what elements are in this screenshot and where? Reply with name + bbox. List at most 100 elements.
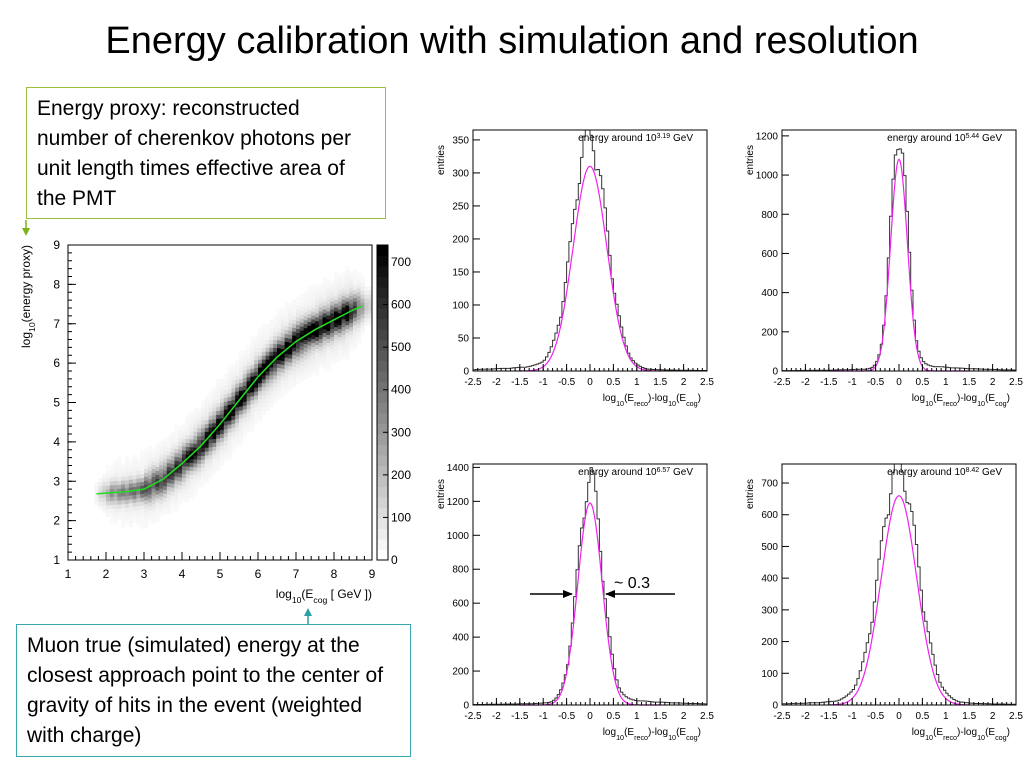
colorbar-band xyxy=(377,297,388,309)
bottom-callout-arrow xyxy=(304,608,312,616)
y-tick-label: 0 xyxy=(463,367,469,378)
x-tick-label: 2 xyxy=(681,711,687,722)
y-tick-label: 300 xyxy=(452,168,469,179)
x-tick-label: -1.5 xyxy=(820,711,838,722)
y-tick-label: 1000 xyxy=(756,171,779,182)
y-tick-label: 200 xyxy=(761,327,778,338)
x-tick-label: 2.5 xyxy=(700,377,714,388)
x-tick-label: 4 xyxy=(179,567,186,581)
colorbar-band xyxy=(377,507,388,519)
histogram-steps xyxy=(782,148,1016,372)
heatmap-y-label: log10(energy proxy) xyxy=(19,245,37,348)
colorbar-tick-label: 300 xyxy=(391,425,411,439)
colorbar-band xyxy=(377,339,388,351)
histogram-frame xyxy=(781,129,1017,372)
colorbar-band xyxy=(377,549,388,561)
x-tick-label: 0 xyxy=(587,711,593,722)
histogram-y-label: entries xyxy=(745,479,756,509)
y-tick-label: 100 xyxy=(452,300,469,311)
y-tick-label: 150 xyxy=(452,267,469,278)
histogram-title: energy around 106.57 GeV xyxy=(578,467,693,479)
x-tick-label: -0.5 xyxy=(867,711,885,722)
x-tick-label: -2 xyxy=(492,711,501,722)
gaussian-fit-curve xyxy=(519,165,661,372)
x-tick-label: 1.5 xyxy=(962,711,976,722)
true-energy-callout: Muon true (simulated) energy at the clos… xyxy=(16,624,411,757)
colorbar-tick-label: 200 xyxy=(391,468,411,482)
y-tick-label: 6 xyxy=(53,356,60,370)
y-tick-label: 350 xyxy=(452,135,469,146)
y-tick-label: 500 xyxy=(761,542,778,553)
y-tick-label: 800 xyxy=(761,210,778,221)
x-tick-label: -1.5 xyxy=(511,377,529,388)
y-tick-label: 200 xyxy=(452,234,469,245)
x-tick-label: -1 xyxy=(539,377,548,388)
colorbar-band xyxy=(377,402,388,414)
heatmap-cells xyxy=(94,265,372,530)
gaussian-fit-curve xyxy=(828,158,970,372)
histogram-x-label: log10(Ereco)-log10(Ecog) xyxy=(912,393,1010,408)
y-tick-label: 300 xyxy=(761,605,778,616)
y-tick-label: 400 xyxy=(452,633,469,644)
colorbar-band xyxy=(377,455,388,466)
colorbar-band xyxy=(377,308,388,319)
histogram-frame xyxy=(472,463,708,706)
histogram-y-label: entries xyxy=(436,479,447,509)
y-tick-label: 7 xyxy=(53,317,60,331)
colorbar-tick-label: 0 xyxy=(391,553,398,567)
x-tick-label: 1.5 xyxy=(653,711,667,722)
x-tick-label: -1.5 xyxy=(820,377,838,388)
histogram-x-label: log10(Ereco)-log10(Ecog) xyxy=(603,393,701,408)
colorbar-tick-label: 400 xyxy=(391,383,411,397)
y-tick-label: 1400 xyxy=(447,463,470,474)
colorbar-frame xyxy=(376,244,389,561)
colorbar-band xyxy=(377,255,388,267)
x-tick-label: 8 xyxy=(331,567,338,581)
x-tick-label: -1 xyxy=(848,377,857,388)
colorbar-band xyxy=(377,413,388,424)
y-tick-label: 200 xyxy=(761,637,778,648)
x-tick-label: -1.5 xyxy=(511,711,529,722)
y-tick-label: 1 xyxy=(53,553,60,567)
histogram-panel-1: -2.5 -2 -1.5 -1 -0.5 0 0.5 1 1.5 2 2.5 0 50 100 150 200… xyxy=(436,129,714,408)
histogram-panel-3: -2.5 -2 -1.5 -1 -0.5 0 0.5 1 1.5 2 2.5 0 200 400 600 80… xyxy=(436,463,714,742)
heatmap-panel: 1 2 3 4 5 6 7 8 9 1 2 3 4 5 6 7 8 9 log10(Ecog [ GeV ]) log… xyxy=(19,238,411,605)
colorbar-band xyxy=(377,276,388,288)
histogram-x-label: log10(Ereco)-log10(Ecog) xyxy=(912,727,1010,742)
y-tick-label: 400 xyxy=(761,288,778,299)
histogram-x-label: log10(Ereco)-log10(Ecog) xyxy=(603,727,701,742)
x-tick-label: -2 xyxy=(801,377,810,388)
x-tick-label: -1 xyxy=(539,711,548,722)
x-tick-label: 2.5 xyxy=(700,711,714,722)
x-tick-label: 1.5 xyxy=(653,377,667,388)
histogram-y-label: entries xyxy=(436,145,447,175)
colorbar-band xyxy=(377,518,388,529)
x-tick-label: -0.5 xyxy=(558,711,576,722)
y-tick-label: 1200 xyxy=(447,497,470,508)
histogram-steps xyxy=(782,463,1016,705)
x-tick-label: 0.5 xyxy=(606,711,620,722)
y-tick-label: 5 xyxy=(53,396,60,410)
x-tick-label: 5 xyxy=(217,567,224,581)
x-tick-label: -0.5 xyxy=(558,377,576,388)
y-tick-label: 200 xyxy=(452,667,469,678)
colorbar-band xyxy=(377,318,388,330)
y-tick-label: 50 xyxy=(458,333,470,344)
colorbar-tick-label: 500 xyxy=(391,340,411,354)
x-tick-label: -2.5 xyxy=(464,377,482,388)
histogram-title: energy around 108.42 GeV xyxy=(887,467,1002,479)
colorbar-band xyxy=(377,423,388,435)
y-tick-label: 0 xyxy=(463,701,469,712)
colorbar-band xyxy=(377,245,388,256)
colorbar-band xyxy=(377,381,388,393)
x-tick-label: 2 xyxy=(990,377,996,388)
gaussian-fit-curve xyxy=(828,495,970,706)
colorbar-band xyxy=(377,392,388,403)
x-tick-label: 0 xyxy=(896,711,902,722)
y-tick-label: 0 xyxy=(772,367,778,378)
top-callout-arrow xyxy=(22,228,30,236)
colorbar-tick-label: 100 xyxy=(391,510,411,524)
x-tick-label: -1 xyxy=(848,711,857,722)
x-tick-label: -2.5 xyxy=(773,377,791,388)
